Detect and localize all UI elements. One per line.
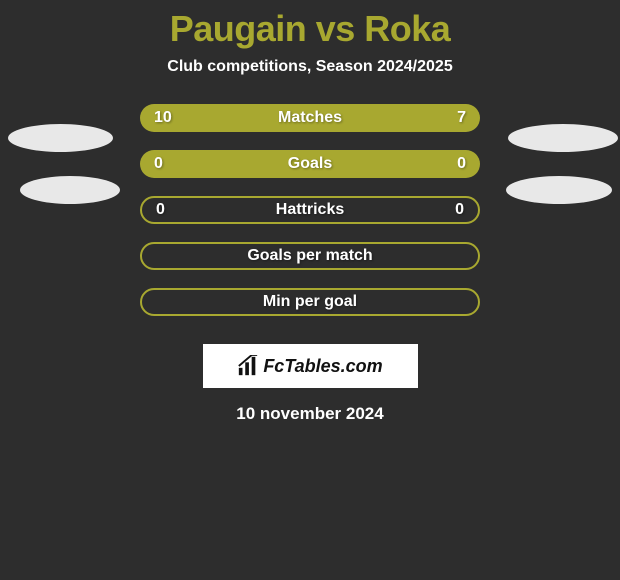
stat-label: Matches bbox=[278, 109, 342, 127]
stat-left-value: 0 bbox=[154, 155, 163, 173]
stat-left-value: 10 bbox=[154, 109, 172, 127]
stat-row-hattricks: 0 Hattricks 0 bbox=[0, 196, 620, 242]
stat-right-value: 0 bbox=[457, 155, 466, 173]
stat-bar: Goals per match bbox=[140, 242, 480, 270]
stat-row-goals-per-match: Goals per match bbox=[0, 242, 620, 288]
brand-box[interactable]: FcTables.com bbox=[203, 344, 418, 388]
page-title: Paugain vs Roka bbox=[0, 8, 620, 50]
page-subtitle: Club competitions, Season 2024/2025 bbox=[0, 58, 620, 76]
stat-right-value: 0 bbox=[455, 201, 464, 219]
stat-bar: 0 Hattricks 0 bbox=[140, 196, 480, 224]
stat-bar: Min per goal bbox=[140, 288, 480, 316]
stat-left-value: 0 bbox=[156, 201, 165, 219]
bar-chart-icon bbox=[237, 355, 259, 377]
stat-right-value: 7 bbox=[457, 109, 466, 127]
stat-row-matches: 10 Matches 7 bbox=[0, 104, 620, 150]
stat-label: Hattricks bbox=[276, 201, 344, 219]
stat-row-min-per-goal: Min per goal bbox=[0, 288, 620, 334]
stat-label: Goals bbox=[288, 155, 332, 173]
comparison-card: Paugain vs Roka Club competitions, Seaso… bbox=[0, 0, 620, 424]
stat-bar: 10 Matches 7 bbox=[140, 104, 480, 132]
stat-row-goals: 0 Goals 0 bbox=[0, 150, 620, 196]
stat-bar: 0 Goals 0 bbox=[140, 150, 480, 178]
stat-label: Goals per match bbox=[247, 247, 372, 265]
stat-label: Min per goal bbox=[263, 293, 357, 311]
brand-text: FcTables.com bbox=[263, 356, 382, 377]
generated-date: 10 november 2024 bbox=[0, 404, 620, 424]
